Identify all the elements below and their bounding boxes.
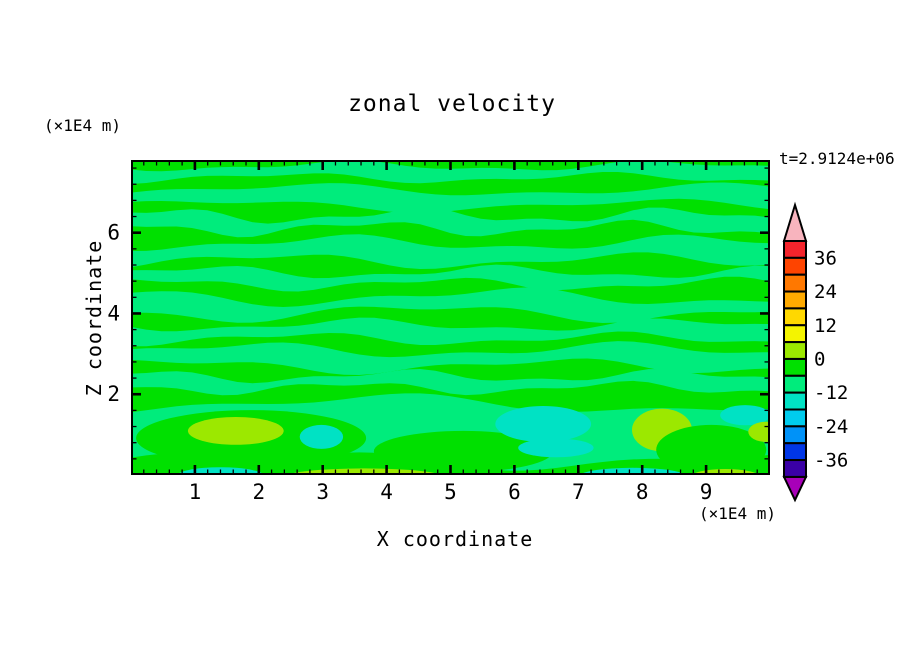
svg-text:6: 6 xyxy=(508,480,521,504)
axis-ticks xyxy=(131,160,770,475)
y-axis-title: Z coordinate xyxy=(82,240,106,397)
svg-text:2: 2 xyxy=(107,382,120,406)
svg-text:9: 9 xyxy=(700,480,713,504)
x-axis-units-label: (×1E4 m) xyxy=(699,504,776,523)
time-label: t=2.9124e+06 xyxy=(779,149,895,168)
svg-text:-12: -12 xyxy=(814,382,848,404)
contour-field xyxy=(131,160,770,475)
svg-text:-24: -24 xyxy=(814,416,848,438)
x-axis-title: X coordinate xyxy=(377,527,534,551)
svg-text:0: 0 xyxy=(814,349,825,371)
svg-text:5: 5 xyxy=(444,480,457,504)
svg-text:8: 8 xyxy=(636,480,649,504)
svg-text:-36: -36 xyxy=(814,450,848,472)
svg-text:6: 6 xyxy=(107,221,120,245)
svg-text:36: 36 xyxy=(814,247,837,269)
colorbar: 36 24 12 0 -12 -24 -36 xyxy=(782,201,848,503)
svg-text:7: 7 xyxy=(572,480,585,504)
axis-tick-labels: 1 2 3 4 5 6 7 8 9 2 4 6 xyxy=(107,221,712,504)
svg-text:4: 4 xyxy=(107,301,120,325)
svg-text:1: 1 xyxy=(189,480,202,504)
svg-text:2: 2 xyxy=(252,480,265,504)
svg-text:24: 24 xyxy=(814,281,837,303)
plot-title: zonal velocity xyxy=(348,91,556,117)
svg-text:12: 12 xyxy=(814,315,837,337)
svg-text:4: 4 xyxy=(380,480,393,504)
y-axis-units-label: (×1E4 m) xyxy=(44,116,121,135)
svg-text:3: 3 xyxy=(316,480,329,504)
